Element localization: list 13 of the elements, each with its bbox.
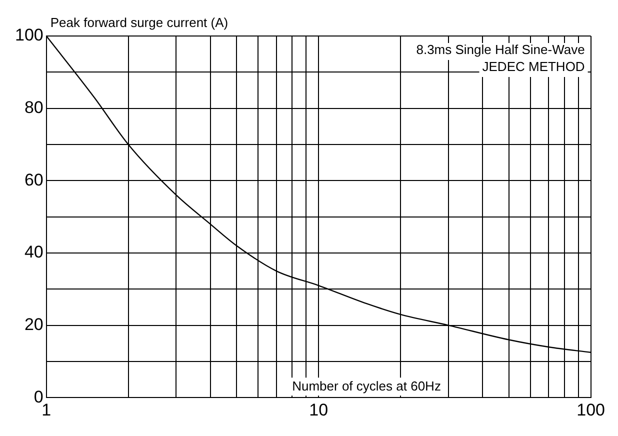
y-tick-label: 40 xyxy=(24,242,44,262)
x-tick-label: 1 xyxy=(42,400,52,420)
x-tick-label: 100 xyxy=(576,400,606,420)
x-axis-title: Number of cycles at 60Hz xyxy=(292,378,441,394)
annotation: JEDEC METHOD xyxy=(482,59,585,74)
y-tick-label: 20 xyxy=(24,314,44,334)
y-tick-label: 0 xyxy=(34,387,44,406)
y-axis-title: Peak forward surge current (A) xyxy=(50,15,228,30)
y-tick-label: 60 xyxy=(24,170,44,190)
annotation: 8.3ms Single Half Sine-Wave xyxy=(416,42,585,58)
y-tick-label: 100 xyxy=(14,26,44,45)
y-tick-label: 80 xyxy=(24,98,44,118)
x-tick-label: 10 xyxy=(309,400,328,420)
